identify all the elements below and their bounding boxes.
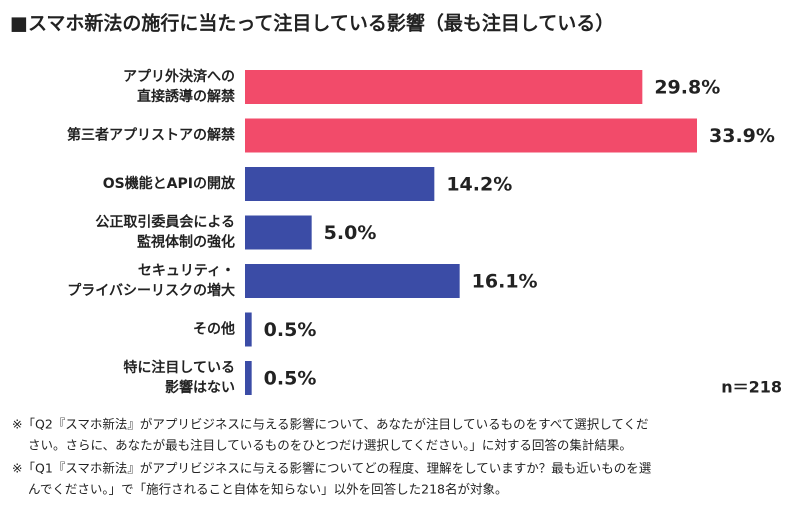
value-label: 0.5% bbox=[264, 368, 317, 390]
category-label: 公正取引委員会による bbox=[95, 214, 235, 231]
category-label: 直接誘導の解禁 bbox=[137, 88, 235, 105]
footnote: さい。さらに、あなたが最も注目しているものをひとつだけ選択してください。」に対す… bbox=[28, 438, 632, 453]
value-label: 33.9% bbox=[709, 125, 775, 147]
footnote: ※「Q1『スマホ新法』がアプリビジネスに与える影響についてどの程度、理解をしてい… bbox=[12, 461, 652, 476]
category-label: セキュリティ・ bbox=[138, 263, 235, 279]
category-label: プライバシーリスクの増大 bbox=[67, 282, 235, 299]
value-label: 16.1% bbox=[472, 271, 538, 293]
bar bbox=[245, 264, 460, 298]
sample-size: n＝218 bbox=[721, 378, 782, 397]
category-label: 特に注目している bbox=[123, 359, 235, 376]
bar bbox=[245, 118, 697, 153]
category-label: その他 bbox=[193, 321, 235, 338]
footnote: ※「Q2『スマホ新法』がアプリビジネスに与える影響について、あなたが注目している… bbox=[12, 417, 649, 432]
category-label: アプリ外決済への bbox=[123, 68, 235, 85]
value-label: 14.2% bbox=[446, 174, 512, 196]
bar bbox=[245, 361, 252, 395]
value-label: 0.5% bbox=[264, 319, 317, 341]
bar bbox=[245, 312, 252, 347]
chart-title: ■スマホ新法の施行に当たって注目している影響（最も注目している） bbox=[10, 12, 614, 35]
bar bbox=[245, 70, 643, 104]
value-label: 29.8% bbox=[654, 77, 720, 99]
category-label: 監視体制の強化 bbox=[137, 234, 235, 251]
bar bbox=[245, 167, 435, 201]
category-label: 影響はない bbox=[165, 379, 235, 396]
value-label: 5.0% bbox=[324, 222, 377, 244]
category-label: 第三者アプリストアの解禁 bbox=[67, 127, 235, 144]
footnote: んでください。」で「施行されること自体を知らない」以外を回答した218名が対象。 bbox=[28, 482, 508, 497]
category-label: OS機能とAPIの開放 bbox=[103, 175, 236, 192]
bar bbox=[245, 215, 312, 250]
